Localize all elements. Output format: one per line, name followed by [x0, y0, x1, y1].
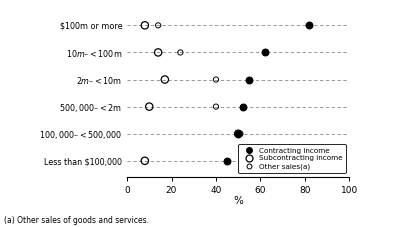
Subcontracting income: [155, 51, 161, 54]
X-axis label: %: %: [233, 197, 243, 207]
Other sales(a): [155, 24, 161, 27]
Contracting income: [235, 132, 241, 136]
Other sales(a): [237, 132, 244, 136]
Subcontracting income: [142, 159, 148, 163]
Contracting income: [262, 51, 268, 54]
Other sales(a): [213, 105, 219, 109]
Text: (a) Other sales of goods and services.: (a) Other sales of goods and services.: [4, 216, 149, 225]
Contracting income: [239, 105, 246, 109]
Legend: Contracting income, Subcontracting income, Other sales(a): Contracting income, Subcontracting incom…: [238, 144, 346, 173]
Other sales(a): [177, 51, 183, 54]
Other sales(a): [246, 159, 252, 163]
Subcontracting income: [162, 78, 168, 81]
Other sales(a): [213, 78, 219, 81]
Subcontracting income: [235, 132, 241, 136]
Subcontracting income: [146, 105, 152, 109]
Subcontracting income: [142, 24, 148, 27]
Contracting income: [306, 24, 312, 27]
Contracting income: [224, 159, 230, 163]
Contracting income: [246, 78, 252, 81]
